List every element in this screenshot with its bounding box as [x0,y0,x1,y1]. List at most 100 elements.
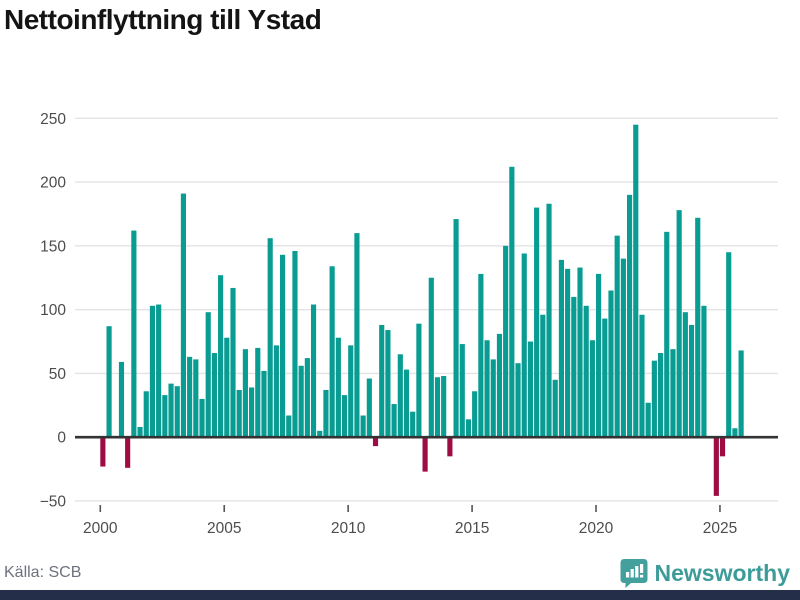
bar-quarter [230,287,236,438]
bar-quarter [292,250,298,438]
bottom-brand-strip [0,590,800,600]
bar-quarter-negative [447,437,453,457]
bar-quarter [403,369,410,438]
bar-quarter [310,304,317,438]
bar-quarter [738,350,744,438]
y-axis-tick-label: 150 [40,238,66,255]
bar-quarter [521,253,527,438]
bar-quarter [558,259,564,438]
bar-quarter-negative [125,437,131,468]
bar-quarter [515,363,521,438]
bar-quarter [242,349,248,438]
bar-quarter [286,415,292,438]
y-axis-tick-label: 250 [40,111,66,128]
bar-quarter [695,217,701,438]
bar-quarter-negative [372,437,379,447]
bar-quarter-negative [100,437,106,467]
bar-quarter [459,344,465,438]
bar-quarter [546,203,552,438]
bar-quarter [484,340,490,438]
bar-quarter-negative [713,437,719,496]
bar-quarter [255,347,261,438]
bar-quarter-negative [719,437,726,457]
bar-quarter [441,375,447,438]
bar-quarter [434,377,441,438]
bar-quarter [360,415,366,438]
bar-quarter [106,326,112,438]
newsworthy-wordmark: Newsworthy [654,560,790,586]
x-axis-tick-label: 2020 [579,520,614,537]
bar-quarter [174,386,180,438]
bar-quarter [552,379,558,438]
newsworthy-logo: Newsworthy [620,558,790,589]
bar-quarter [205,312,211,438]
bar-quarter [298,365,304,438]
bar-quarter [379,324,385,438]
y-axis-tick-label: −50 [40,493,67,510]
bar-quarter [509,166,515,438]
bar-quarter [503,245,509,438]
bar-quarter [236,390,242,438]
bar-quarter [571,296,577,438]
net-migration-bar-chart: −50 0 50 100 150 200 250 2000 2005 2010 2015 2020 20… [40,111,778,537]
bar-quarter [540,314,546,438]
bar-quarter [596,273,602,438]
bar-quarter [620,258,626,438]
bar-quarter [639,314,645,438]
bar-quarter [168,383,174,438]
bar-quarter [645,402,651,438]
bar-quarter [149,305,156,438]
bar-quarter [726,252,732,438]
bar-quarter [657,353,664,438]
bar-quarter [131,230,137,438]
bar-quarter [602,318,608,438]
bar-quarter [453,219,459,438]
bar-quarter [627,194,633,438]
bar-quarter [366,378,372,438]
bar-quarter [354,233,360,438]
bar-quarter [156,304,162,438]
bar-quarter [279,254,286,438]
bar-quarter [267,238,273,438]
chart-title: Nettoinflyttning till Ystad [4,4,322,35]
bar-quarter [323,390,329,438]
newsworthy-badge-icon [620,559,648,588]
bar-quarter [249,387,255,438]
bar-quarter [224,337,230,438]
y-axis-tick-label: 100 [40,302,66,319]
bar-quarter [199,398,205,438]
source-credit: Källa: SCB [4,564,82,581]
bar-quarter [614,235,620,438]
x-axis-tick-label: 2005 [207,520,241,537]
bar-quarter [478,273,484,438]
bar-quarter [385,330,391,438]
bar-quarter [633,124,639,438]
bar-quarter [608,290,614,438]
bar-quarter [465,419,472,438]
bar-quarter [335,337,341,438]
x-axis-tick-label: 2025 [703,520,737,537]
bar-quarter [701,305,707,438]
bar-quarter [651,360,657,438]
bar-quarter [534,207,540,438]
bar-quarter [193,359,199,438]
bar-quarter [496,333,503,438]
bar-quarter [527,341,534,438]
bar-quarter [410,411,416,438]
bar-quarter [577,267,583,438]
bar-quarter-negative [422,437,428,472]
x-axis-tick-label: 2000 [83,520,118,537]
bar-quarter [317,430,323,438]
bar-quarter [688,324,695,438]
bar-quarter [329,266,335,438]
bar-quarter [416,323,422,438]
bar-quarter [428,277,434,438]
bar-quarter [162,395,168,438]
bar-quarter [143,391,149,438]
bar-quarter [565,268,571,438]
bar-quarter [211,353,217,438]
x-axis-tick-label: 2015 [455,520,489,537]
bar-quarter [682,312,688,438]
bar-quarter [118,361,125,438]
